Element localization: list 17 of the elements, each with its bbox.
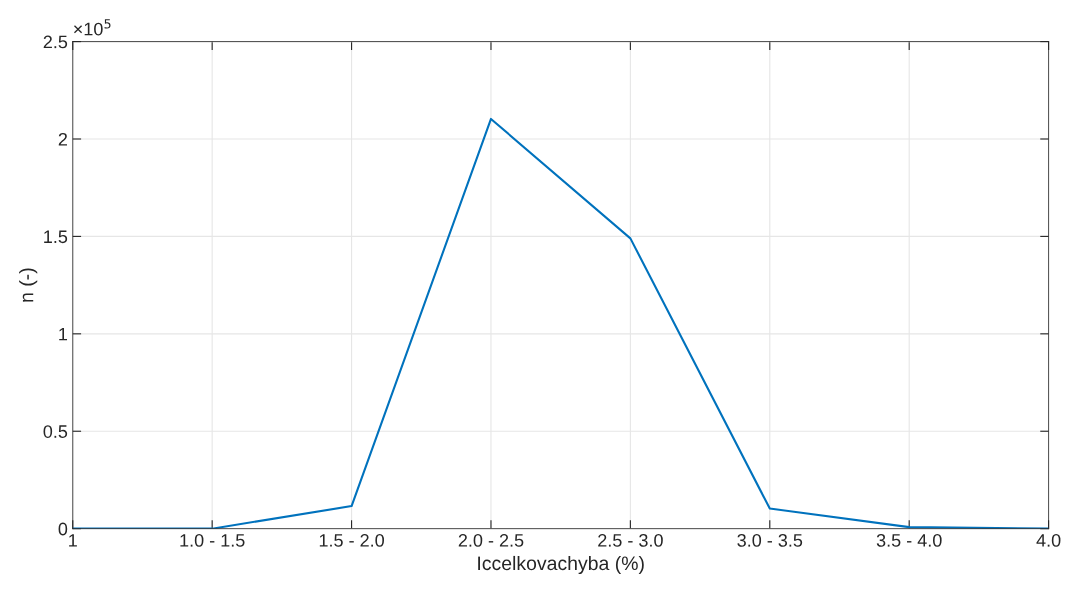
y-tick-label: 2.5 (43, 35, 68, 49)
x-tick-label: 2.0 - 2.5 (458, 534, 524, 547)
text: ×10$^{5}$ (74, 19, 111, 36)
x-tick-label: 2.5 - 3.0 (598, 534, 663, 547)
x-tick-label: 1.0 - 1.5 (180, 534, 245, 547)
y-tick-label: 1.5 (44, 230, 68, 244)
x-axis-title: Iccelkovachyba (%) (478, 555, 644, 575)
x-tick-label: 4.0 (1036, 534, 1061, 547)
y-tick-label: 0 (58, 522, 68, 536)
x-tick-label: 3.0 - 3.5 (737, 534, 803, 547)
y-tick-label: 2 (58, 132, 67, 146)
x-tick-label: 3.5 - 4.0 (876, 534, 942, 547)
y-axis-title: n (-) (19, 268, 38, 302)
y-tick-label: 1 (59, 327, 68, 341)
y-tick-label: 0.5 (43, 425, 68, 438)
x-tick-label: 1 (69, 534, 77, 547)
x-tick-label: 1.5 - 2.0 (319, 534, 384, 547)
